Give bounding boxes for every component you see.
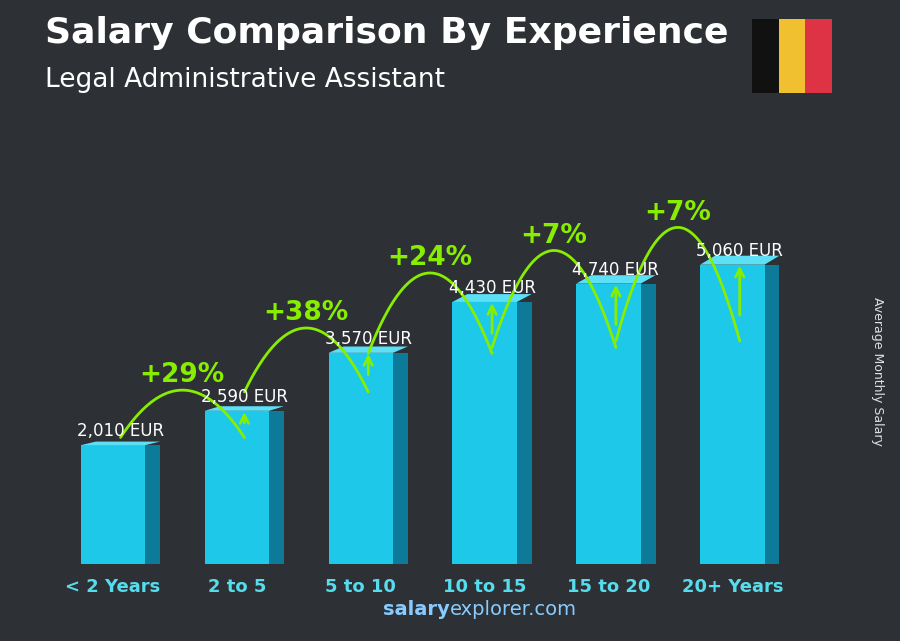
Text: Salary Comparison By Experience: Salary Comparison By Experience: [45, 16, 728, 50]
Text: +7%: +7%: [644, 199, 711, 226]
Polygon shape: [700, 256, 779, 265]
Text: +38%: +38%: [264, 300, 348, 326]
Polygon shape: [328, 347, 408, 353]
Text: 2,010 EUR: 2,010 EUR: [77, 422, 164, 440]
Polygon shape: [453, 302, 517, 564]
Text: +24%: +24%: [387, 246, 472, 271]
Polygon shape: [764, 265, 779, 564]
Text: explorer.com: explorer.com: [450, 599, 577, 619]
Text: 3,570 EUR: 3,570 EUR: [325, 330, 411, 348]
Text: +7%: +7%: [520, 222, 587, 249]
Polygon shape: [145, 445, 160, 564]
Text: 5,060 EUR: 5,060 EUR: [697, 242, 783, 260]
Polygon shape: [81, 445, 145, 564]
Text: 4,740 EUR: 4,740 EUR: [572, 261, 660, 279]
Polygon shape: [205, 406, 284, 411]
Text: Legal Administrative Assistant: Legal Administrative Assistant: [45, 67, 445, 94]
Polygon shape: [453, 294, 532, 302]
Polygon shape: [269, 411, 284, 564]
Text: +29%: +29%: [140, 362, 225, 388]
Polygon shape: [328, 353, 393, 564]
Bar: [778, 19, 806, 93]
Polygon shape: [517, 302, 532, 564]
Polygon shape: [205, 411, 269, 564]
Polygon shape: [641, 283, 655, 564]
Polygon shape: [576, 283, 641, 564]
Polygon shape: [393, 353, 408, 564]
Polygon shape: [576, 275, 655, 283]
Polygon shape: [700, 265, 764, 564]
Bar: [752, 19, 778, 93]
Polygon shape: [81, 442, 160, 445]
Text: 2,590 EUR: 2,590 EUR: [201, 388, 288, 406]
Text: 4,430 EUR: 4,430 EUR: [448, 279, 536, 297]
Text: Average Monthly Salary: Average Monthly Salary: [871, 297, 884, 446]
Bar: [806, 19, 832, 93]
Text: salary: salary: [383, 599, 450, 619]
